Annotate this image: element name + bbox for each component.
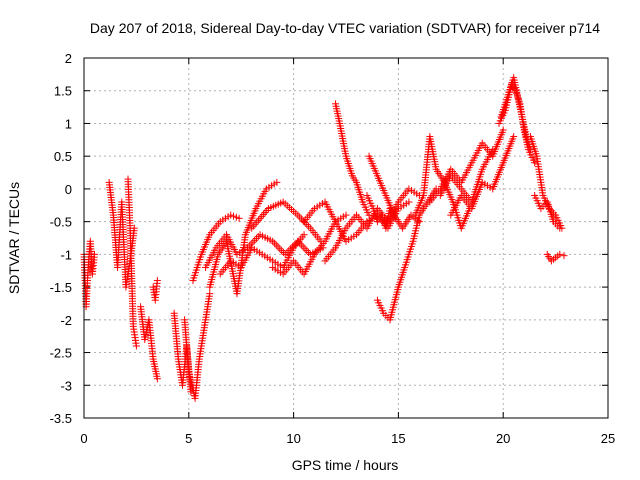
data-point — [560, 252, 568, 260]
data-point — [132, 342, 140, 350]
x-tick-label: 10 — [286, 431, 300, 446]
data-point — [365, 211, 373, 219]
y-tick-label: -2 — [60, 313, 72, 328]
data-point — [305, 248, 313, 256]
data-point — [281, 250, 289, 258]
data-point — [272, 241, 280, 249]
data-point — [252, 234, 260, 242]
data-point — [247, 240, 255, 248]
data-point — [556, 250, 564, 258]
data-point — [510, 133, 518, 141]
y-tick-label: -0.5 — [50, 215, 72, 230]
data-point — [278, 247, 286, 255]
y-tick-label: 2 — [65, 51, 72, 66]
data-point — [301, 245, 309, 253]
y-tick-label: -1.5 — [50, 280, 72, 295]
x-tick-label: 5 — [185, 431, 192, 446]
y-tick-label: -1 — [60, 247, 72, 262]
y-tick-label: 1.5 — [54, 84, 72, 99]
y-axis-label: SDTVAR / TECUs — [6, 182, 22, 294]
chart-title: Day 207 of 2018, Sidereal Day-to-day VTE… — [90, 20, 600, 36]
data-point — [296, 213, 304, 221]
x-tick-label: 20 — [496, 431, 510, 446]
data-point — [251, 236, 259, 244]
data-point — [153, 375, 161, 383]
y-tick-label: 1 — [65, 116, 72, 131]
data-marks — [80, 74, 568, 402]
data-point — [526, 146, 534, 154]
data-point — [235, 214, 243, 222]
data-point — [274, 243, 282, 251]
data-point — [254, 233, 262, 241]
data-point — [300, 231, 308, 239]
x-tick-label: 25 — [601, 431, 615, 446]
data-point — [531, 159, 539, 167]
x-tick-label: 15 — [391, 431, 405, 446]
data-point — [153, 277, 161, 285]
grid — [84, 58, 608, 418]
y-tick-label: -2.5 — [50, 346, 72, 361]
data-point — [342, 211, 350, 219]
data-point — [405, 198, 413, 206]
data-point — [206, 290, 214, 298]
data-point — [499, 126, 507, 134]
data-point — [303, 247, 311, 255]
y-tick-label: -3 — [60, 378, 72, 393]
data-point — [270, 239, 278, 247]
x-tick-label: 0 — [80, 431, 87, 446]
y-tick-label: 0.5 — [54, 149, 72, 164]
data-point — [276, 245, 284, 253]
y-tick-label: -3.5 — [50, 411, 72, 426]
data-point — [489, 146, 497, 154]
data-point — [299, 243, 307, 251]
data-point — [90, 250, 98, 258]
x-axis-label: GPS time / hours — [292, 457, 399, 473]
data-point — [556, 224, 564, 232]
y-tick-labels: -3.5 -3 -2.5 -2 -1.5 -1 -0.5 0 0.5 1 1.5 2 — [50, 51, 72, 426]
y-tick-label: 0 — [65, 182, 72, 197]
data-point — [273, 178, 281, 186]
x-tick-labels: 0 5 10 15 20 25 — [80, 431, 615, 446]
data-point — [249, 238, 257, 246]
data-point — [386, 205, 394, 213]
data-point — [305, 222, 313, 230]
plot-frame — [83, 57, 609, 419]
